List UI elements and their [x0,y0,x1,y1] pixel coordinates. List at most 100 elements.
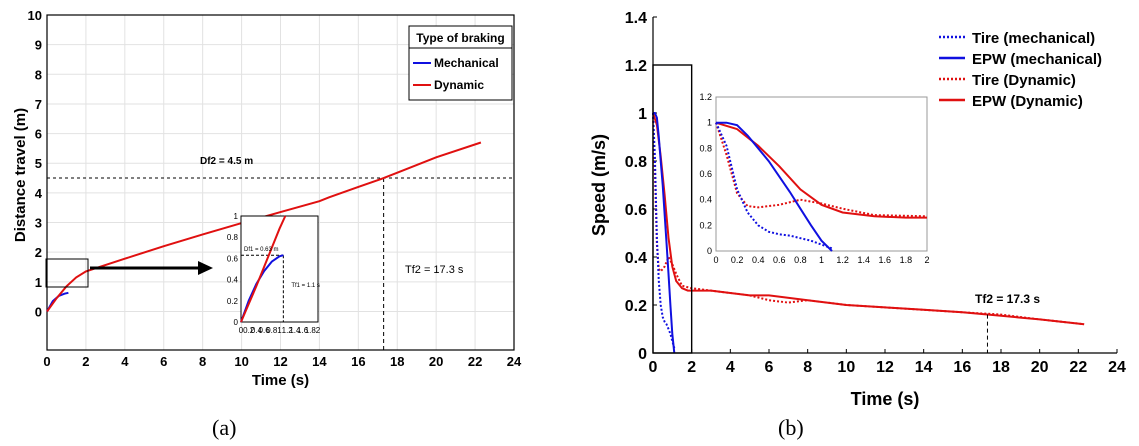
inset-tire-mechanical-line [715,122,833,250]
inset-x-tick-label: 0.8 [266,326,278,335]
inset-y-tick-label: 1 [707,118,712,128]
df1-annotation: Df1 = 0.63 m [244,247,279,253]
x-tick-label: 14 [915,359,933,376]
y-tick-label: 9 [35,38,42,53]
x-tick-label: 2 [82,354,89,369]
inset-x-tick-label: 1.8 [900,255,913,265]
inset-y-tick-label: 0 [707,246,712,256]
x-tick-label: 12 [273,354,287,369]
inset-x-tick-label: 0.6 [773,255,786,265]
y-tick-label: 0 [35,304,42,319]
inset-x-tick-label: 1.6 [297,326,309,335]
x-tick-label: 6 [765,359,774,376]
x-tick-label: 8 [199,354,206,369]
x-axis-label: Time (s) [851,389,920,409]
y-tick-label: 8 [35,67,42,82]
legend-entry: Mechanical [434,56,499,70]
inset-y-tick-label: 1 [234,212,239,221]
x-tick-label: 20 [429,354,443,369]
y-tick-label: 0.2 [625,298,647,315]
inset-y-tick-label: 0 [234,318,239,327]
epw-dynamic-series-line [652,112,1085,326]
inset-y-tick-label: 0.6 [227,254,239,263]
x-tick-label: 16 [953,359,971,376]
inset-x-tick-label: 0.2 [243,326,255,335]
y-tick-label: 2 [35,245,42,260]
y-tick-label: 0 [638,346,647,363]
legend-entry: EPW (Dynamic) [972,93,1083,110]
y-tick-label: 0.8 [625,154,647,171]
y-tick-label: 1.2 [625,58,647,75]
inset-frame [715,96,928,252]
df2-annotation: Df2 = 4.5 m [200,156,253,167]
legend-entry: EPW (mechanical) [972,51,1102,68]
inset-x-tick-label: 0.6 [259,326,271,335]
y-tick-label: 1.4 [625,10,647,27]
y-tick-label: 1 [35,275,42,290]
inset-y-tick-label: 0.4 [699,195,712,205]
x-tick-label: 20 [1031,359,1049,376]
inset-x-tick-label: 1.2 [282,326,294,335]
y-axis-label: Speed (m/s) [589,134,609,236]
tf2-annotation: Tf2 = 17.3 s [405,264,464,276]
inset-y-tick-label: 0.2 [699,220,712,230]
legend-entry: Dynamic [434,78,484,92]
inset-frame [240,215,319,323]
y-tick-label: 0.4 [625,250,647,267]
x-tick-label: 4 [121,354,129,369]
panel-b: 0 2 4 6 8 10 12 14 16 18 20 22 2400.20.40.60.811.21.… [589,10,1126,409]
inset-x-tick-label: 0.4 [752,255,765,265]
inset-y-tick-label: 0.8 [699,143,712,153]
inset-tire-dynamic-line [715,122,928,218]
zoom-box [652,64,693,354]
y-tick-label: 0.6 [625,202,647,219]
x-tick-label: 14 [312,354,327,369]
y-tick-label: 1 [638,106,647,123]
x-tick-label: 22 [1069,359,1087,376]
x-tick-label: 22 [468,354,482,369]
inset-x-tick-label: 0.4 [251,326,263,335]
y-axis-label: Distance travel (m) [12,108,29,242]
x-tick-label: 18 [992,359,1010,376]
x-tick-label: 18 [390,354,404,369]
y-tick-label: 10 [28,8,42,23]
inset-mechanical-line [240,254,284,323]
inset-y-tick-label: 1.2 [699,92,712,102]
tf2-annotation: Tf2 = 17.3 s [975,292,1040,306]
x-tick-label: 0 [649,359,658,376]
x-tick-label: 12 [876,359,894,376]
inset-x-tick-label: 1.2 [836,255,849,265]
x-tick-label: 2 [687,359,696,376]
inset-x-tick-label: 1 [819,255,824,265]
inset-x-tick-label: 0 [713,255,718,265]
y-tick-label: 6 [35,127,42,142]
x-tick-label: 4 [726,359,735,376]
x-tick-label: 16 [351,354,365,369]
legend-box [408,25,513,101]
inset-y-tick-label: 0.2 [227,297,239,306]
inset-x-tick-label: 1.8 [305,326,317,335]
inset-y-tick-label: 0.8 [227,233,239,242]
zoom-arrow-head [198,261,213,275]
inset-x-tick-label: 1.4 [289,326,301,335]
x-tick-label: 6 [160,354,167,369]
x-tick-label: 0 [43,354,50,369]
epw-mechanical-series-line [653,112,676,354]
inset-x-tick-label: 1.4 [857,255,870,265]
inset-x-tick-label: 2 [316,326,321,335]
zoom-box [45,258,89,288]
inset-epw-mechanical-line [716,121,833,252]
axes-frame [46,14,515,351]
tire-mechanical-series-line [652,112,676,349]
inset-y-tick-label: 0.6 [699,169,712,179]
inset-x-tick-label: 2 [924,255,929,265]
legend-entry: Tire (mechanical) [972,30,1095,47]
x-tick-label: 8 [803,359,812,376]
x-tick-label: 24 [507,354,522,369]
inset-dynamic-line [240,215,287,323]
caption-a: (a) [212,415,237,440]
x-tick-label: 24 [1108,359,1126,376]
tf1-annotation: Tf1 = 1.1 s [291,283,320,289]
